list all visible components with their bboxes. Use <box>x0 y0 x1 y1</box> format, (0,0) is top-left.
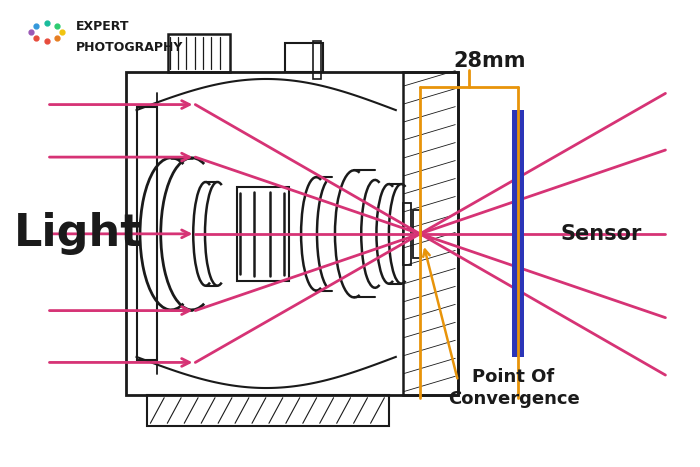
Text: PHOTOGRAPHY: PHOTOGRAPHY <box>76 41 183 54</box>
Text: Sensor: Sensor <box>560 224 642 244</box>
Bar <box>402 203 411 265</box>
Bar <box>126 72 458 395</box>
Bar <box>413 210 421 258</box>
Text: 28mm: 28mm <box>454 51 526 71</box>
Bar <box>168 34 230 72</box>
Text: Point Of
Convergence: Point Of Convergence <box>448 368 580 408</box>
Text: EXPERT: EXPERT <box>76 20 130 33</box>
Bar <box>147 395 389 426</box>
Bar <box>237 187 288 281</box>
Bar <box>136 106 158 361</box>
Bar <box>313 41 321 79</box>
Text: Light: Light <box>13 212 142 255</box>
Bar <box>402 72 458 395</box>
Bar <box>285 43 323 72</box>
Bar <box>512 110 524 357</box>
